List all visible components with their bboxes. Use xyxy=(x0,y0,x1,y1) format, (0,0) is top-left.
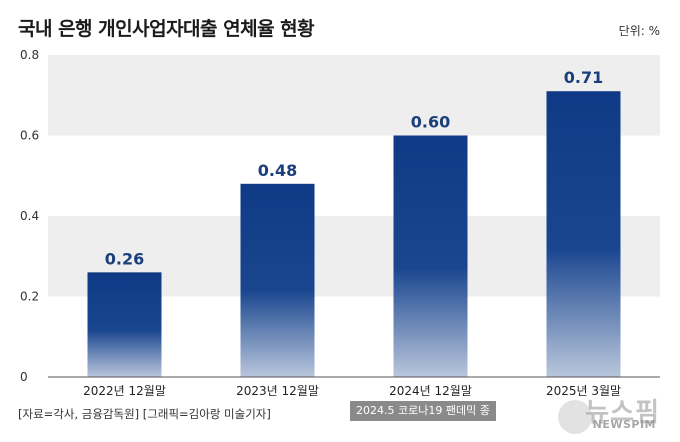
bar xyxy=(393,135,468,377)
y-axis-ticks: 0 0.2 0.4 0.6 0.8 xyxy=(20,48,39,384)
y-tick-label: 0.8 xyxy=(20,48,39,62)
y-tick-label: 0.6 xyxy=(20,129,39,143)
data-label: 0.48 xyxy=(258,161,297,180)
x-tick-label: 2025년 3월말 xyxy=(546,384,621,398)
bar xyxy=(546,91,621,377)
data-label: 0.60 xyxy=(411,113,450,132)
bar xyxy=(87,272,162,377)
x-tick-label: 2023년 12월말 xyxy=(236,384,319,398)
x-tick-label: 2024년 12월말 xyxy=(389,384,472,398)
data-label: 0.71 xyxy=(564,68,603,87)
y-tick-label: 0.2 xyxy=(20,290,39,304)
logo-english: NEWSPIM xyxy=(592,418,656,431)
x-tick-label: 2022년 12월말 xyxy=(83,384,166,398)
source-note: [자료=각사, 금융감독원] [그래픽=김아랑 미술기자] xyxy=(18,407,271,421)
bar xyxy=(240,183,315,377)
chart-title: 국내 은행 개인사업자대출 연체율 현황 xyxy=(18,18,315,40)
footnote-badge: 2024.5 코로나19 팬데믹 종 xyxy=(350,401,496,421)
value-labels: 0.26 0.48 0.60 0.71 xyxy=(105,68,603,268)
logo-mark xyxy=(558,400,592,434)
y-tick-label: 0 xyxy=(20,370,28,384)
y-tick-label: 0.4 xyxy=(20,209,39,223)
unit-label: 단위: % xyxy=(618,24,660,38)
data-label: 0.26 xyxy=(105,249,144,268)
bars xyxy=(87,91,621,377)
logo-korean: 뉴스핌 xyxy=(585,398,660,428)
x-axis-labels: 2022년 12월말 2023년 12월말 2024년 12월말 2025년 3월말 xyxy=(83,384,621,398)
